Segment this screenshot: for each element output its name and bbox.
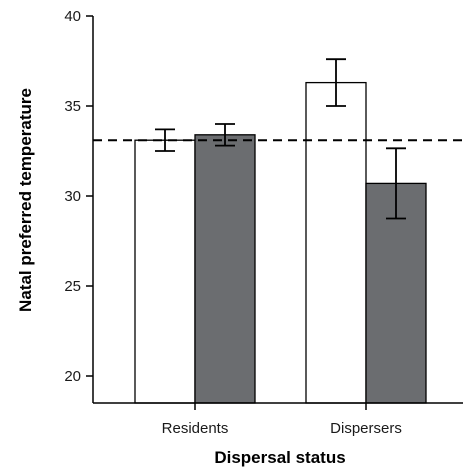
bar-dispersers-series-2 bbox=[365, 182, 427, 404]
y-tick-label: 20 bbox=[64, 368, 81, 385]
x-ticks-group: Residents Dispersers bbox=[162, 403, 402, 437]
bar-dispersers-series-1 bbox=[305, 81, 367, 404]
bar-residents-series-1 bbox=[134, 139, 196, 404]
error-bars-group bbox=[155, 58, 406, 220]
bars-group bbox=[134, 81, 427, 404]
y-axis-title: Natal preferred temperature bbox=[16, 88, 35, 312]
y-tick-label: 25 bbox=[64, 278, 81, 295]
x-tick-label-dispersers: Dispersers bbox=[330, 420, 402, 437]
y-tick-label: 35 bbox=[64, 98, 81, 115]
y-tick-label: 40 bbox=[64, 8, 81, 25]
x-axis-title: Dispersal status bbox=[214, 448, 345, 467]
bar-residents-series-2 bbox=[194, 134, 256, 404]
y-ticks-group: 20 25 30 35 40 bbox=[64, 8, 93, 385]
x-tick-label-residents: Residents bbox=[162, 420, 229, 437]
y-tick-label: 30 bbox=[64, 188, 81, 205]
